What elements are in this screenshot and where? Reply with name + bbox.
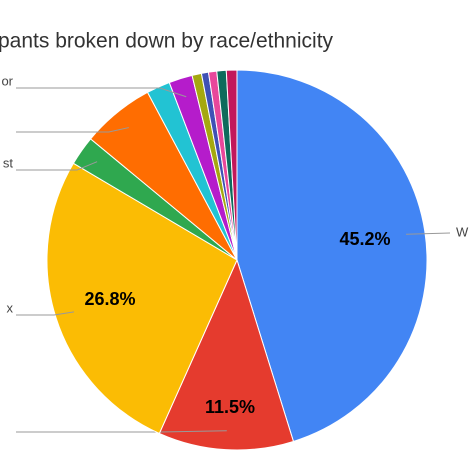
pie-slice [158, 258, 295, 451]
leader-line [16, 87, 187, 98]
leader-line [16, 430, 227, 433]
leader-line [16, 311, 75, 316]
pie-slice [225, 69, 238, 261]
slice-label: st [3, 155, 14, 170]
leader-line [16, 161, 98, 171]
slice-label: x [7, 300, 14, 315]
value-label: 11.5% [205, 397, 255, 417]
leader-line [406, 232, 451, 235]
value-label: 45.2% [339, 229, 390, 249]
pie-slice [46, 162, 238, 435]
pie-slice [236, 69, 428, 443]
slice-label: or [1, 73, 13, 88]
leader-line [16, 127, 129, 133]
value-label: 26.8% [84, 289, 135, 309]
slice-label: W [456, 224, 469, 239]
chart-title: pants broken down by race/ethnicity [0, 30, 334, 53]
